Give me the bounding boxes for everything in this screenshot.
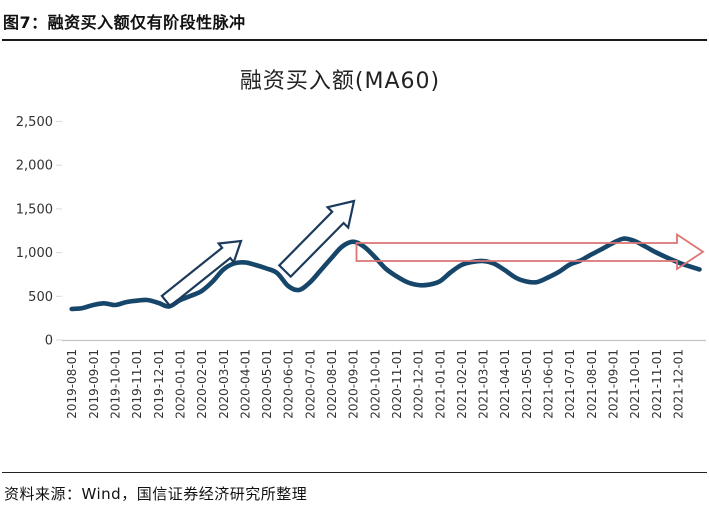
- x-tick-label: 2020-12-01: [412, 349, 426, 419]
- x-tick-label: 2020-01-01: [173, 349, 187, 419]
- figure-title: 图7：融资买入额仅有阶段性脉冲: [3, 13, 246, 32]
- chart-title: 融资买入额(MA60): [239, 69, 441, 94]
- y-tick-label: 2,500: [16, 115, 53, 130]
- x-tick-label: 2021-01-01: [433, 349, 447, 419]
- x-tick-label: 2020-03-01: [217, 349, 231, 419]
- pulse-arrow-1: [160, 239, 243, 308]
- x-tick-label: 2020-09-01: [347, 349, 361, 419]
- x-tick-label: 2020-10-01: [368, 349, 382, 419]
- x-tick-label: 2020-04-01: [238, 349, 252, 419]
- x-tick-label: 2019-09-01: [87, 349, 101, 419]
- x-tick-label: 2021-09-01: [606, 349, 620, 419]
- x-tick-label: 2021-07-01: [563, 349, 577, 419]
- x-axis-labels: 2019-08-01 2019-09-01 2019-10-01 2019-11-01…: [65, 349, 685, 419]
- source-note: 资料来源：Wind，国信证券经济研究所整理: [4, 485, 308, 503]
- y-tick-label: 500: [28, 290, 53, 305]
- x-tick-label: 2020-02-01: [195, 349, 209, 419]
- x-tick-label: 2021-10-01: [628, 349, 642, 419]
- ma60-line: [69, 236, 702, 312]
- top-divider-line: [2, 39, 707, 41]
- x-tick-label: 2019-11-01: [130, 349, 144, 419]
- x-tick-label: 2020-06-01: [282, 349, 296, 419]
- y-tick-label: 1,000: [16, 246, 53, 261]
- x-tick-label: 2021-02-01: [455, 349, 469, 419]
- x-tick-label: 2021-11-01: [650, 349, 664, 419]
- x-tick-label: 2021-03-01: [477, 349, 491, 419]
- x-tick-label: 2021-12-01: [671, 349, 685, 419]
- x-tick-label: 2020-05-01: [260, 349, 274, 419]
- x-tick-label: 2021-08-01: [585, 349, 599, 419]
- y-tick-label: 0: [45, 334, 53, 349]
- x-tick-label: 2020-11-01: [390, 349, 404, 419]
- x-tick-label: 2020-08-01: [325, 349, 339, 419]
- bottom-divider-line: [2, 472, 707, 473]
- y-axis-tick-marks: [56, 121, 62, 341]
- x-tick-label: 2021-06-01: [542, 349, 556, 419]
- x-tick-label: 2020-07-01: [303, 349, 317, 419]
- sideways-arrow: [355, 232, 705, 271]
- x-tick-label: 2021-05-01: [520, 349, 534, 419]
- x-tick-label: 2019-12-01: [152, 349, 166, 419]
- x-tick-label: 2021-04-01: [498, 349, 512, 419]
- y-tick-label: 2,000: [16, 159, 53, 174]
- y-tick-label: 1,500: [16, 202, 53, 217]
- x-tick-label: 2019-10-01: [109, 349, 123, 419]
- y-axis-labels: 0 500 1,000 1,500 2,000 2,500: [16, 115, 53, 349]
- pulse-arrow-2: [277, 199, 356, 279]
- x-tick-label: 2019-08-01: [65, 349, 79, 419]
